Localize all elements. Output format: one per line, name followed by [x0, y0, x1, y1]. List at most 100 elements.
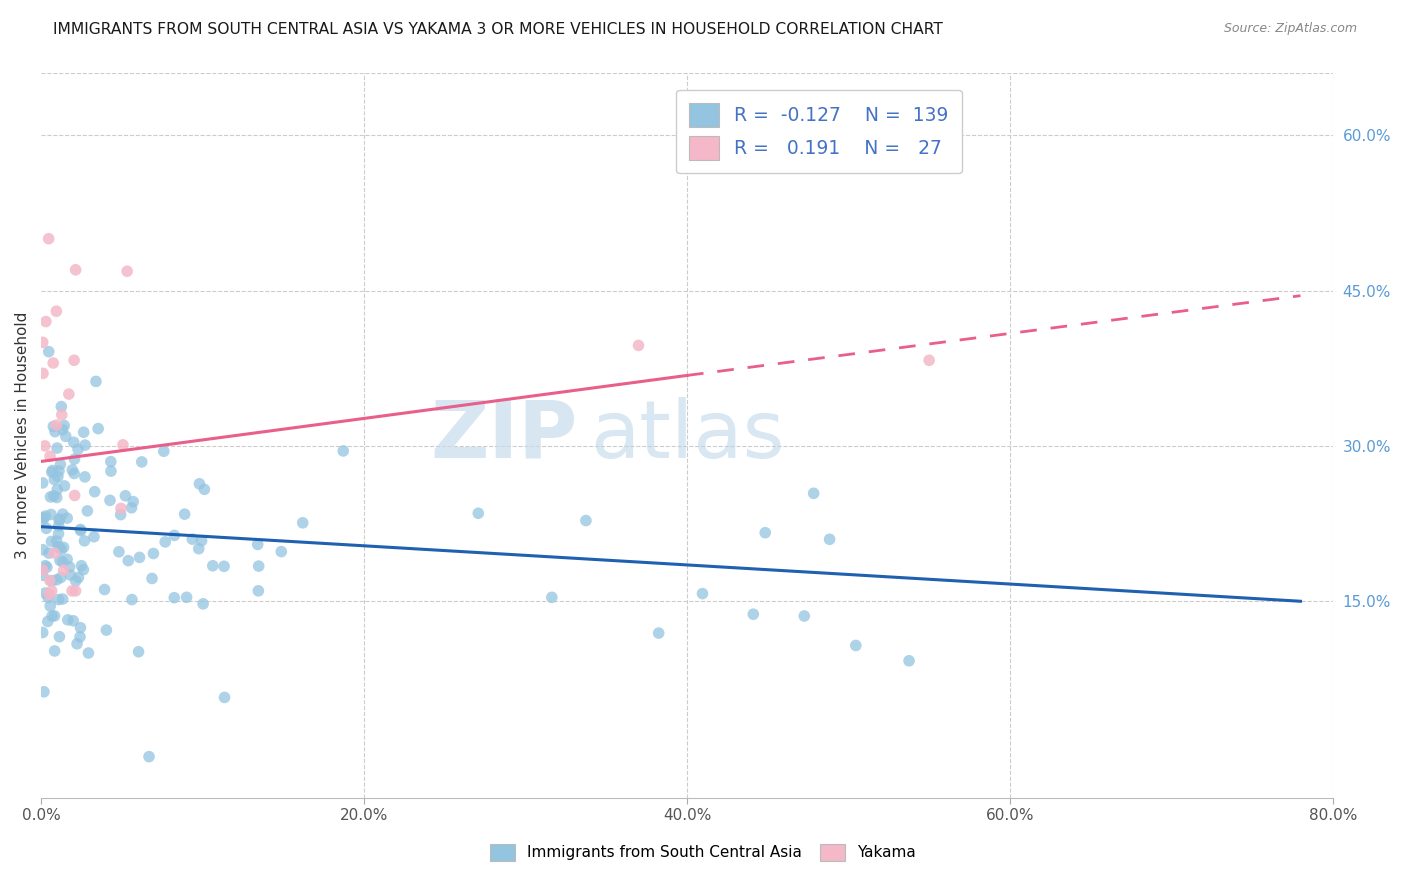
Point — [918, 353, 941, 368]
Point — [818, 533, 841, 547]
Point — [270, 544, 292, 558]
Point — [173, 507, 195, 521]
Point — [51, 400, 73, 414]
Point — [65, 583, 87, 598]
Point — [111, 438, 134, 452]
Point — [152, 444, 174, 458]
Point — [100, 455, 122, 469]
Point — [190, 533, 212, 548]
Point — [83, 484, 105, 499]
Legend: Immigrants from South Central Asia, Yakama: Immigrants from South Central Asia, Yaka… — [482, 837, 924, 868]
Point — [73, 470, 96, 484]
Point — [44, 473, 66, 487]
Point — [35, 521, 58, 535]
Point — [56, 613, 79, 627]
Point — [142, 547, 165, 561]
Point — [131, 455, 153, 469]
Point — [49, 458, 72, 472]
Point — [93, 582, 115, 597]
Point — [34, 509, 56, 524]
Text: Source: ZipAtlas.com: Source: ZipAtlas.com — [1223, 22, 1357, 36]
Point — [122, 494, 145, 508]
Point — [138, 749, 160, 764]
Point — [38, 574, 60, 588]
Point — [793, 609, 815, 624]
Point — [39, 508, 62, 522]
Point — [898, 654, 921, 668]
Point — [38, 587, 60, 601]
Point — [110, 501, 132, 516]
Point — [73, 533, 96, 548]
Point — [48, 540, 70, 554]
Point — [52, 563, 75, 577]
Point — [41, 463, 63, 477]
Point — [191, 597, 214, 611]
Point — [163, 591, 186, 605]
Point — [163, 528, 186, 542]
Point — [332, 444, 354, 458]
Point — [72, 425, 94, 440]
Point — [41, 534, 63, 549]
Point — [121, 500, 143, 515]
Point — [153, 535, 176, 549]
Point — [201, 558, 224, 573]
Point — [53, 418, 76, 433]
Point — [41, 583, 63, 598]
Point — [32, 511, 55, 525]
Point — [48, 630, 70, 644]
Point — [69, 621, 91, 635]
Point — [247, 583, 270, 598]
Point — [34, 586, 56, 600]
Point — [67, 442, 90, 457]
Point — [212, 559, 235, 574]
Point — [39, 449, 62, 463]
Point — [45, 418, 67, 433]
Point — [77, 646, 100, 660]
Point — [44, 425, 66, 439]
Point — [45, 491, 67, 505]
Point — [115, 264, 138, 278]
Point — [100, 464, 122, 478]
Point — [42, 419, 65, 434]
Point — [37, 615, 59, 629]
Point — [48, 519, 70, 533]
Point — [63, 488, 86, 502]
Point — [48, 512, 70, 526]
Point — [51, 542, 73, 557]
Point — [59, 568, 82, 582]
Point — [467, 506, 489, 520]
Point — [56, 511, 79, 525]
Y-axis label: 3 or more Vehicles in Household: 3 or more Vehicles in Household — [15, 312, 30, 559]
Point — [44, 644, 66, 658]
Point — [48, 513, 70, 527]
Point — [63, 467, 86, 481]
Point — [291, 516, 314, 530]
Point — [692, 586, 714, 600]
Point — [214, 690, 236, 705]
Point — [63, 353, 86, 368]
Point — [51, 408, 73, 422]
Point — [49, 571, 72, 585]
Point — [60, 463, 83, 477]
Point — [34, 439, 56, 453]
Point — [181, 532, 204, 546]
Point — [70, 558, 93, 573]
Point — [56, 552, 79, 566]
Point — [52, 423, 75, 437]
Point — [110, 508, 132, 522]
Point — [121, 592, 143, 607]
Point — [72, 563, 94, 577]
Point — [31, 475, 53, 490]
Point — [96, 623, 118, 637]
Point — [58, 560, 80, 574]
Point — [246, 537, 269, 551]
Point — [32, 512, 55, 526]
Legend: R =  -0.127    N =  139, R =   0.191    N =   27: R = -0.127 N = 139, R = 0.191 N = 27 — [676, 89, 962, 173]
Point — [114, 489, 136, 503]
Point — [117, 554, 139, 568]
Point — [38, 546, 60, 560]
Point — [53, 479, 76, 493]
Point — [32, 542, 55, 557]
Point — [42, 356, 65, 370]
Point — [87, 422, 110, 436]
